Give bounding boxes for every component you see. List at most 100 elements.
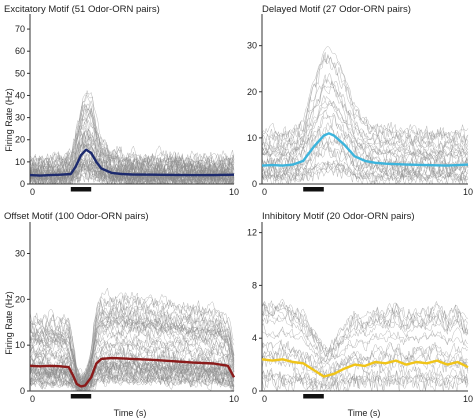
single-pair-trace [261, 301, 469, 353]
single-pair-trace [29, 317, 235, 388]
y-tick-label: 0 [252, 179, 257, 189]
single-pair-trace [261, 328, 469, 365]
odor-stimulus-bar [303, 394, 324, 399]
odor-stimulus-bar [70, 394, 92, 399]
x-tick-label: 0 [30, 187, 35, 197]
single-pair-trace [29, 313, 235, 388]
y-tick-label: 4 [252, 333, 257, 343]
single-pair-trace [261, 368, 469, 392]
single-pair-trace [261, 52, 469, 148]
single-pair-trace [261, 109, 469, 171]
delayed-motif-panel: Delayed Motif (27 Odor-ORN pairs) 0 10 20 3… [247, 4, 473, 197]
single-pair-trace [261, 365, 469, 392]
single-pair-trace [261, 56, 469, 146]
y-tick-label: 40 [15, 90, 25, 100]
single-pair-trace [261, 100, 469, 158]
excitatory-motif-panel: Excitatory Motif (51 Odor-ORN pairs) Fir… [4, 4, 239, 197]
y-tick-label: 10 [247, 133, 257, 143]
y-tick-label: 70 [15, 24, 25, 34]
single-pair-trace [29, 352, 235, 389]
single-pair-trace [29, 153, 235, 185]
single-pair-trace [29, 94, 235, 166]
y-axis-label: Firing Rate (Hz) [4, 88, 14, 152]
y-tick-label: 20 [15, 135, 25, 145]
single-pair-trace [261, 323, 469, 365]
y-tick-label: 30 [15, 249, 25, 259]
single-pair-trace [29, 296, 235, 388]
single-pair-trace [29, 159, 235, 183]
x-axis-label: Time (s) [114, 408, 147, 418]
background-traces [261, 298, 469, 392]
single-pair-trace [261, 339, 469, 374]
y-tick-label: 20 [15, 294, 25, 304]
single-pair-trace [29, 359, 235, 391]
single-pair-trace [261, 317, 469, 363]
mean-trace [29, 148, 235, 177]
single-pair-trace [29, 104, 235, 177]
y-tick-label: 20 [247, 87, 257, 97]
single-pair-trace [261, 146, 469, 180]
x-tick-label: 10 [463, 187, 473, 197]
single-pair-trace [29, 108, 235, 176]
single-pair-trace [261, 164, 469, 183]
single-pair-trace [261, 46, 469, 139]
single-pair-trace [261, 159, 469, 179]
single-pair-trace [29, 360, 235, 392]
single-pair-trace [29, 358, 235, 392]
y-tick-label: 50 [15, 68, 25, 78]
single-pair-trace [261, 85, 469, 151]
mean-trace [261, 132, 469, 167]
x-tick-label: 10 [463, 394, 473, 404]
single-pair-trace [261, 298, 469, 352]
y-tick-label: 10 [15, 340, 25, 350]
single-pair-trace [261, 311, 469, 358]
background-traces [29, 287, 235, 392]
x-tick-label: 10 [229, 394, 239, 404]
y-tick-label: 60 [15, 46, 25, 56]
y-tick-label: 12 [247, 228, 257, 238]
odor-stimulus-bar [70, 187, 92, 192]
offset-motif-panel: Offset Motif (100 Odor-ORN pairs) Firing… [4, 211, 239, 418]
x-axis-label: Time (s) [348, 408, 381, 418]
single-pair-trace [29, 311, 235, 390]
single-pair-trace [30, 313, 235, 383]
single-pair-trace [29, 335, 235, 386]
single-pair-trace [29, 90, 235, 173]
single-pair-trace [29, 287, 235, 380]
single-pair-trace [261, 94, 469, 158]
single-pair-trace [29, 370, 235, 392]
single-pair-trace [29, 344, 235, 387]
panel-title: Excitatory Motif (51 Odor-ORN pairs) [4, 4, 160, 15]
single-pair-trace [29, 364, 235, 391]
single-pair-trace [29, 92, 235, 166]
y-tick-label: 0 [20, 386, 25, 396]
y-tick-label: 30 [15, 113, 25, 123]
mean-trace [29, 356, 236, 388]
odor-stimulus-bar [303, 187, 324, 192]
y-tick-label: 0 [20, 179, 25, 189]
single-pair-trace [29, 135, 235, 185]
single-pair-trace [29, 342, 235, 392]
single-pair-trace [261, 161, 469, 184]
y-tick-label: 10 [15, 157, 25, 167]
background-traces [29, 90, 235, 185]
panel-title: Inhibitory Motif (20 Odor-ORN pairs) [262, 211, 415, 222]
panel-title: Offset Motif (100 Odor-ORN pairs) [4, 211, 148, 222]
single-pair-trace [261, 103, 469, 160]
single-pair-trace [261, 112, 469, 167]
single-pair-trace [29, 315, 235, 385]
y-tick-label: 0 [252, 386, 257, 396]
single-pair-trace [261, 54, 469, 146]
single-pair-trace [29, 300, 235, 379]
single-pair-trace [29, 324, 235, 386]
single-pair-trace [261, 367, 469, 392]
mean-trace [261, 358, 469, 378]
x-tick-label: 0 [262, 394, 267, 404]
y-axis-label: Firing Rate (Hz) [4, 291, 14, 355]
single-pair-trace [29, 310, 235, 382]
single-pair-trace [29, 360, 235, 391]
x-tick-label: 0 [262, 187, 267, 197]
y-tick-label: 30 [247, 41, 257, 51]
x-tick-label: 10 [229, 187, 239, 197]
